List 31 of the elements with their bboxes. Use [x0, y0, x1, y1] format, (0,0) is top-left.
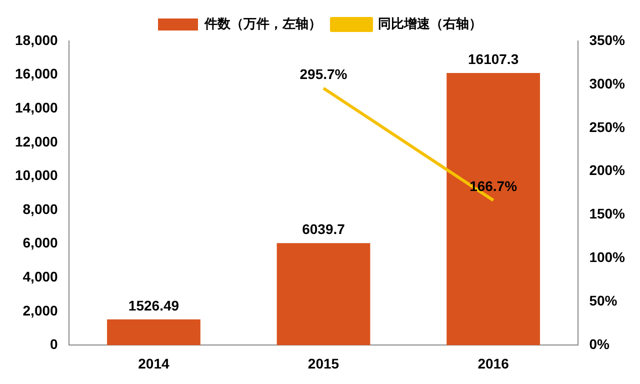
- x-tick-label: 2016: [478, 355, 510, 372]
- y-tick-label: 4,000: [22, 268, 58, 284]
- bar: [446, 72, 540, 346]
- y-tick-label: 14,000: [14, 99, 58, 116]
- y-tick-label: 12,000: [14, 133, 58, 150]
- y-tick-label: 16,000: [14, 66, 58, 82]
- y-tick-label: 2,000: [22, 302, 58, 318]
- data-label: 166.7%: [470, 178, 518, 194]
- y-tick-label: 6,000: [22, 234, 58, 251]
- y-tick-label: 18,000: [14, 32, 58, 48]
- bar: [276, 243, 370, 346]
- x-tick-label: 2014: [138, 355, 170, 372]
- y2-tick-label: 0%: [589, 336, 610, 352]
- y-tick-label: 10,000: [14, 167, 58, 184]
- y2-tick-label: 50%: [589, 292, 618, 309]
- x-tick-label: 2015: [308, 355, 340, 372]
- y2-tick-label: 350%: [589, 32, 626, 48]
- data-label: 1526.49: [128, 297, 180, 314]
- y-tick-label: 0: [50, 336, 58, 352]
- legend-label: 件数（万件，左轴）: [204, 16, 322, 32]
- y2-tick-label: 300%: [589, 75, 626, 92]
- bar: [107, 319, 200, 346]
- data-label: 6039.7: [302, 220, 346, 237]
- data-label: 16107.3: [468, 50, 519, 67]
- legend-label: 同比增速（右轴）: [378, 16, 482, 32]
- y2-tick-label: 100%: [589, 249, 626, 266]
- y-tick-label: 8,000: [22, 200, 58, 217]
- data-label: 295.7%: [300, 66, 348, 82]
- y2-tick-label: 150%: [589, 206, 626, 222]
- y2-tick-label: 250%: [589, 118, 626, 135]
- y2-tick-label: 200%: [589, 162, 626, 178]
